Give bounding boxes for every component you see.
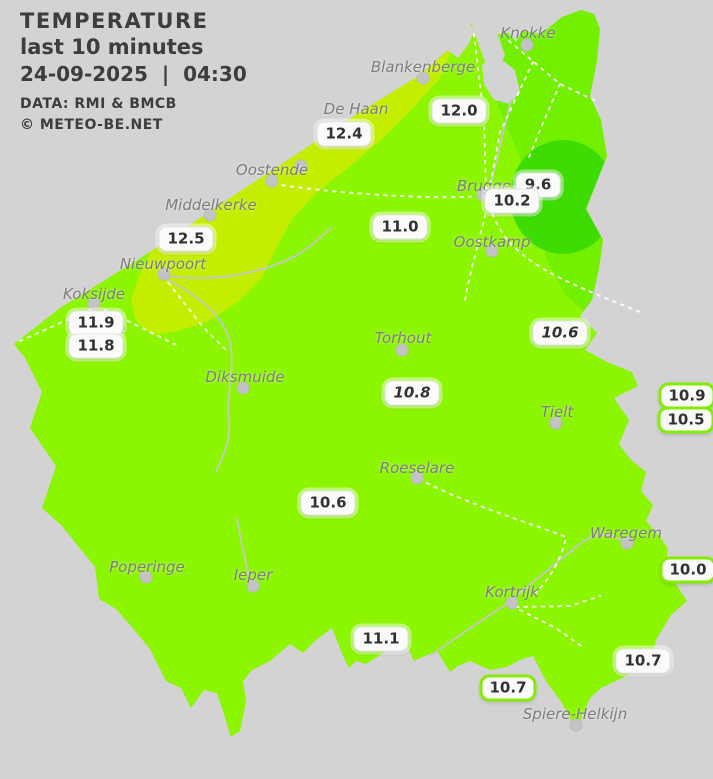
city-label: Ieper [233, 566, 273, 584]
city-dot [485, 244, 499, 258]
temperature-badge: 10.8 [384, 380, 440, 406]
temperature-badge: 12.0 [431, 98, 487, 124]
city-label: Poperinge [109, 558, 185, 576]
city-dot [505, 596, 519, 610]
temperature-badge: 10.6 [532, 320, 588, 346]
city-label: Oostkamp [453, 233, 531, 251]
city-dot [520, 38, 534, 52]
temperature-badge: 10.5 [657, 406, 713, 434]
temperature-badge: 10.0 [659, 556, 713, 584]
temperature-badge: 12.4 [316, 121, 372, 147]
city-label: Waregem [590, 524, 662, 542]
temperature-badge: 10.2 [484, 188, 540, 214]
city-label: Tielt [540, 403, 574, 421]
temperature-badge: 11.8 [68, 333, 124, 359]
city-dot [620, 536, 634, 550]
city-label: Kortrijk [485, 583, 539, 601]
city-dot [395, 343, 409, 357]
temperature-badge: 11.0 [372, 214, 428, 240]
city-dot [246, 579, 260, 593]
data-source: DATA: RMI & BMCB [20, 95, 177, 112]
city-label: Koksijde [62, 285, 126, 303]
temperature-badge: 10.7 [615, 648, 671, 674]
city-label: Knokke [500, 24, 556, 42]
coastal-warm-band [131, 42, 455, 335]
city-label: Roeselare [379, 459, 455, 477]
city-label: Diksmuide [205, 368, 285, 386]
city-dot [549, 416, 563, 430]
page-datetime: 24-09-2025 | 04:30 [20, 61, 247, 86]
rivers [161, 99, 627, 657]
temperature-badge: 11.9 [68, 310, 124, 336]
city-dot [236, 381, 250, 395]
city-dot [139, 570, 153, 584]
page-title: TEMPERATURE [20, 9, 209, 33]
city-label: Nieuwpoort [119, 255, 207, 273]
city-dot [569, 718, 583, 732]
temperature-badge: 12.5 [158, 226, 214, 252]
temperature-badge: 10.6 [300, 490, 356, 516]
city-dot [203, 208, 217, 222]
city-label: Torhout [374, 329, 432, 347]
map-header: TEMPERATURE last 10 minutes 24-09-2025 |… [20, 8, 247, 133]
temperature-badge: 10.9 [658, 382, 713, 410]
city-label: Oostende [235, 161, 309, 179]
temperature-badge: 11.1 [353, 626, 409, 652]
roads [19, 33, 641, 649]
page-subtitle: last 10 minutes [20, 35, 204, 60]
port-of-zeebrugge [447, 4, 522, 104]
temperature-badge: 10.7 [479, 674, 537, 702]
city-dot [294, 159, 308, 173]
city-label: De Haan [323, 100, 389, 118]
city-dot [416, 71, 430, 85]
city-label: Spiere-Helkijn [522, 705, 628, 723]
city-dot [157, 267, 171, 281]
cold-patch [510, 140, 616, 254]
city-label: Middelkerke [165, 196, 257, 214]
city-dot [265, 174, 279, 188]
city-label: Blankenberge [370, 58, 476, 76]
city-dot [87, 297, 101, 311]
city-dot [410, 471, 424, 485]
copyright: © METEO-BE.NET [20, 116, 163, 133]
